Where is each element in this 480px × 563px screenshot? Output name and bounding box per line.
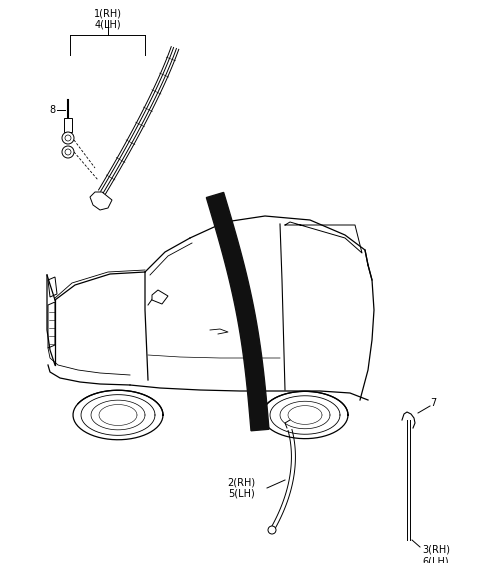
Circle shape bbox=[268, 526, 276, 534]
Polygon shape bbox=[206, 193, 269, 431]
Circle shape bbox=[65, 149, 71, 155]
Circle shape bbox=[62, 132, 74, 144]
Text: 2(RH)
5(LH): 2(RH) 5(LH) bbox=[227, 477, 255, 499]
FancyBboxPatch shape bbox=[64, 118, 72, 132]
Circle shape bbox=[62, 146, 74, 158]
Polygon shape bbox=[48, 277, 57, 297]
Text: 7: 7 bbox=[430, 398, 436, 408]
Polygon shape bbox=[152, 290, 168, 304]
Polygon shape bbox=[48, 302, 55, 348]
Polygon shape bbox=[90, 192, 112, 210]
Text: 8: 8 bbox=[49, 105, 55, 115]
Text: 1(RH)
4(LH): 1(RH) 4(LH) bbox=[94, 8, 122, 30]
Circle shape bbox=[65, 135, 71, 141]
Text: 3(RH)
6(LH): 3(RH) 6(LH) bbox=[422, 545, 450, 563]
